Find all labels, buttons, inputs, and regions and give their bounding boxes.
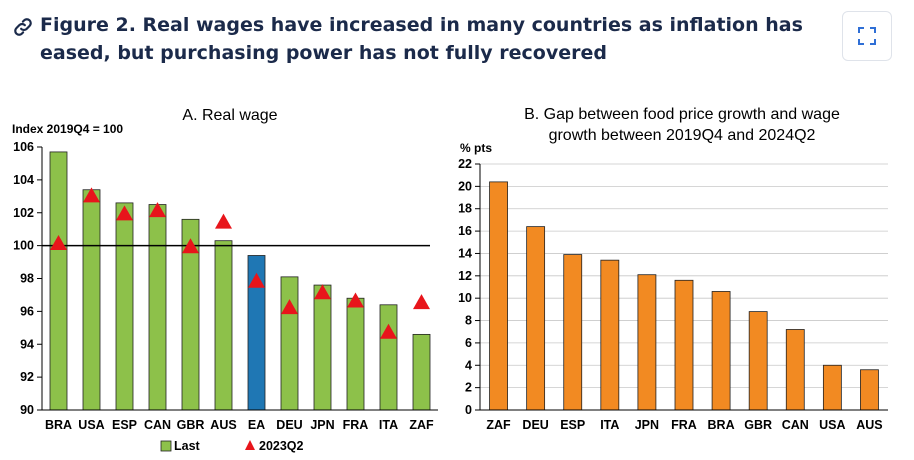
legend-marker-2023q2 — [245, 440, 255, 450]
panel-b-food-wage-gap: B. Gap between food price growth and wag… — [458, 106, 888, 432]
panel-a-xtick-zaf: ZAF — [409, 418, 434, 432]
panel-b-bar-gbr — [748, 311, 768, 411]
panel-b-ytick-label: 22 — [458, 157, 472, 171]
panel-a-bar-esp — [115, 202, 134, 411]
legend-swatch-last — [160, 440, 172, 452]
panel-a-bar-jpn — [313, 284, 332, 411]
link-icon[interactable] — [12, 16, 34, 38]
panel-a-marker-zaf — [413, 294, 430, 310]
panel-a-bar-can — [148, 204, 167, 411]
panel-a-bar-usa — [82, 189, 101, 411]
panel-b-xtick-fra: FRA — [671, 418, 697, 432]
panel-b-xtick-bra: BRA — [708, 418, 735, 432]
panel-a-xtick-deu: DEU — [276, 418, 302, 432]
panel-b-title-line-1: B. Gap between food price growth and wag… — [524, 106, 840, 123]
panel-b-xtick-aus: AUS — [856, 418, 882, 432]
panel-a-xtick-aus: AUS — [210, 418, 236, 432]
panel-a-legend: Last 2023Q2 — [160, 439, 304, 453]
panel-b-bar-deu — [526, 226, 546, 411]
panel-b-bar-ita — [600, 259, 620, 411]
panel-a-ytick-label: 98 — [20, 272, 34, 286]
panel-a-xtick-bra: BRA — [45, 418, 72, 432]
panel-a-xtick-esp: ESP — [112, 418, 137, 432]
panel-b-bar-jpn — [637, 274, 657, 411]
panel-b-bar-usa — [822, 364, 842, 411]
panel-b-xtick-deu: DEU — [522, 418, 548, 432]
panel-b-ytick-label: 20 — [458, 179, 472, 193]
panel-b-bar-zaf — [489, 181, 508, 411]
panel-b-title-line-2: growth between 2019Q4 and 2024Q2 — [549, 127, 816, 144]
panel-a-title: A. Real wage — [182, 107, 277, 124]
legend-label-2023q2: 2023Q2 — [259, 439, 304, 453]
panel-a-xtick-usa: USA — [78, 418, 104, 432]
panel-a-ylabel: Index 2019Q4 = 100 — [12, 122, 123, 136]
expand-icon — [858, 27, 876, 45]
panel-a-bar-aus — [214, 240, 233, 411]
panel-a-xtick-jpn: JPN — [310, 418, 334, 432]
panel-a-marker-ea — [248, 272, 265, 288]
legend-label-last: Last — [174, 439, 201, 453]
panel-a-xtick-ea: EA — [248, 418, 265, 432]
panel-b-xtick-jpn: JPN — [635, 418, 659, 432]
panel-a-ytick-label: 106 — [13, 140, 34, 154]
panel-a-marker-usa — [83, 187, 100, 203]
panel-a-ytick-label: 104 — [13, 173, 34, 187]
panel-a-bar-fra — [346, 297, 365, 411]
panel-b-ytick-label: 8 — [465, 314, 472, 328]
panel-a-real-wage: A. Real wage Index 2019Q4 = 100 90 92 94 96 98… — [12, 107, 438, 453]
panel-a-marker-esp — [116, 205, 133, 221]
panel-b-bar-can — [785, 329, 805, 411]
panel-a-ytick-label: 94 — [20, 337, 34, 351]
panel-a-bar-deu — [280, 276, 299, 411]
figure-title-line-2: eased, but purchasing power has not full… — [40, 42, 607, 64]
panel-b-xtick-zaf: ZAF — [486, 418, 511, 432]
panel-b-ytick-label: 10 — [458, 291, 472, 305]
panel-b-bar-bra — [711, 291, 731, 411]
figure-title: Figure 2. Real wages have increased in m… — [40, 11, 830, 67]
panel-b-xtick-ita: ITA — [600, 418, 619, 432]
panel-b-ytick-label: 0 — [465, 403, 472, 417]
panel-b-ytick-label: 6 — [465, 336, 472, 350]
panel-a-bar-bra — [49, 151, 68, 411]
panel-b-ylabel: % pts — [460, 141, 492, 155]
panel-b-bar-esp — [563, 254, 583, 411]
panel-b-bar-fra — [674, 279, 694, 411]
figure-title-line-1: Figure 2. Real wages have increased in m… — [40, 14, 803, 36]
panel-a-ytick-label: 90 — [20, 403, 34, 417]
panel-a-marker-ita — [380, 323, 397, 339]
panel-a-ytick-label: 102 — [13, 206, 34, 220]
panel-a-marker-fra — [347, 292, 364, 308]
panel-a-ytick-label: 96 — [20, 304, 34, 318]
panel-b-ytick-label: 18 — [458, 202, 472, 216]
panel-a-marker-can — [149, 202, 166, 218]
figure-header: Figure 2. Real wages have increased in m… — [0, 0, 914, 80]
panel-a-marker-aus — [215, 213, 232, 229]
panel-a-marker-gbr — [182, 238, 199, 254]
panel-b-bar-aus — [860, 369, 879, 411]
panel-b-xtick-usa: USA — [819, 418, 845, 432]
panel-a-xtick-gbr: GBR — [177, 418, 205, 432]
panel-a-marker-deu — [281, 299, 298, 315]
panel-a-bar-zaf — [412, 333, 431, 411]
panel-a-xtick-ita: ITA — [379, 418, 398, 432]
panel-a-xtick-fra: FRA — [343, 418, 369, 432]
panel-b-ytick-label: 2 — [465, 381, 472, 395]
panel-b-xtick-gbr: GBR — [744, 418, 772, 432]
panel-a-ytick-label: 92 — [20, 370, 34, 384]
panel-b-ytick-label: 14 — [458, 246, 472, 260]
panel-a-xtick-can: CAN — [144, 418, 171, 432]
panel-a-marker-jpn — [314, 284, 331, 300]
expand-button[interactable] — [842, 11, 892, 61]
panel-a-bar-ita — [379, 304, 398, 411]
panel-a-marker-bra — [50, 234, 67, 250]
panel-a-ytick-label: 100 — [13, 239, 34, 253]
panel-b-ytick-label: 4 — [465, 358, 472, 372]
panel-b-xtick-can: CAN — [782, 418, 809, 432]
panel-b-ytick-label: 12 — [458, 269, 472, 283]
panel-b-xtick-esp: ESP — [560, 418, 585, 432]
panel-b-ytick-label: 16 — [458, 224, 472, 238]
